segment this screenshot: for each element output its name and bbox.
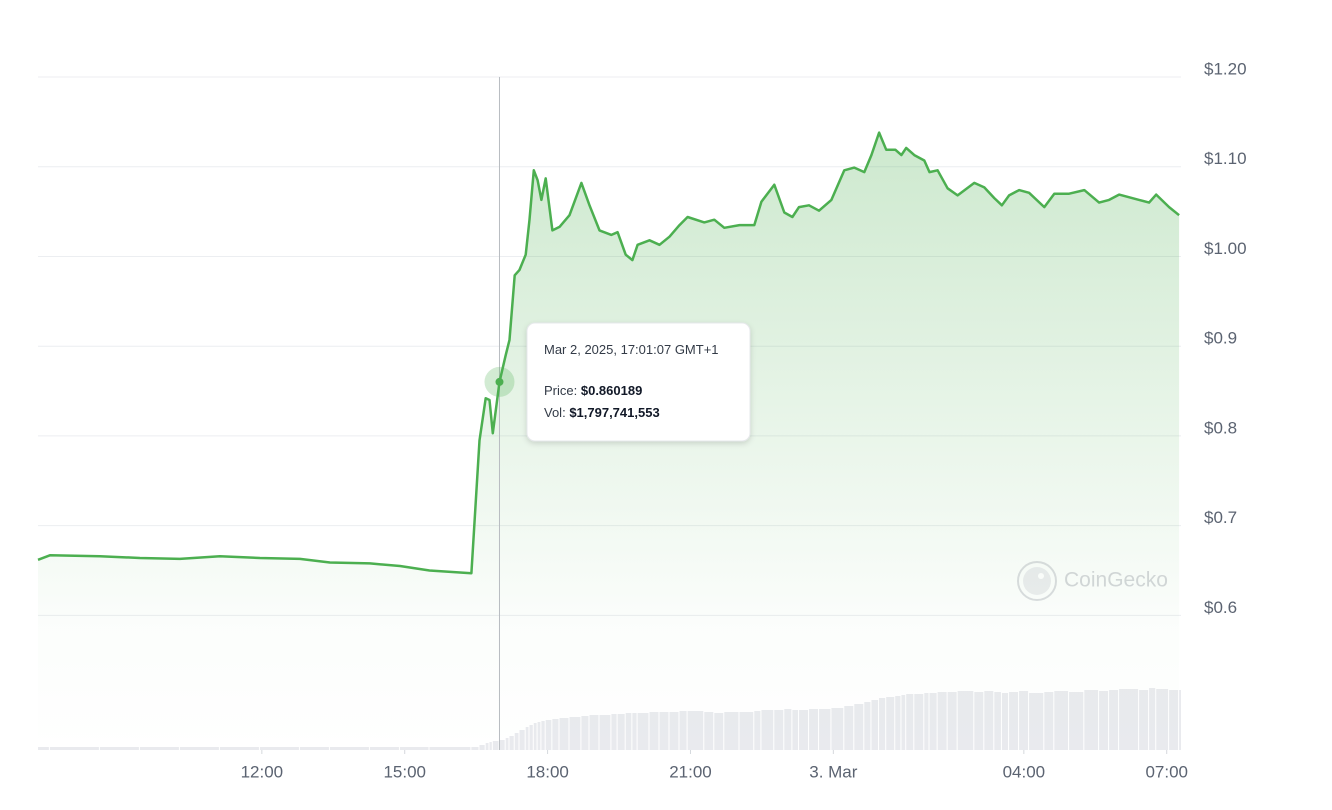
y-tick-label: $1.00 — [1204, 239, 1247, 258]
price-line — [37, 131, 1180, 575]
x-tick-label: 04:00 — [1003, 762, 1046, 781]
y-tick-label: $0.6 — [1204, 598, 1237, 617]
tooltip-price-label: Price: — [544, 383, 577, 398]
tooltip-price-value: $0.860189 — [581, 383, 642, 398]
x-tick-label: 18:00 — [526, 762, 569, 781]
x-tick-label: 12:00 — [241, 762, 284, 781]
tooltip-price: Price: $0.860189 — [544, 383, 642, 398]
y-tick-label: $1.20 — [1204, 59, 1247, 78]
y-tick-label: $1.10 — [1204, 149, 1247, 168]
tooltip-box — [526, 322, 751, 442]
axes: $1.20 $1.10 $1.00 $0.9 $0.8 $0.7 $0.6 12:00 15:0… — [241, 59, 1247, 781]
y-tick-label: $0.7 — [1204, 508, 1237, 527]
watermark: CoinGecko — [1017, 561, 1168, 601]
price-line — [37, 77, 1180, 750]
y-tick-label: $0.8 — [1204, 418, 1237, 437]
y-tick-label: $0.9 — [1204, 329, 1237, 348]
volume-bar — [1179, 690, 1181, 750]
tooltip-vol-value: $1,797,741,553 — [569, 405, 659, 420]
x-tick-label: 15:00 — [383, 762, 426, 781]
x-tick-label: 3. Mar — [809, 762, 858, 781]
tooltip-date: Mar 2, 2025, 17:01:07 GMT+1 — [544, 342, 719, 357]
watermark-logo-eye — [1038, 573, 1044, 579]
x-tick-label: 21:00 — [669, 762, 712, 781]
tooltip-volume: Vol: $1,797,741,553 — [544, 405, 660, 420]
x-tick-label: 07:00 — [1145, 762, 1188, 781]
watermark-text: CoinGecko — [1064, 569, 1168, 592]
hover-point — [495, 377, 504, 386]
tooltip-vol-label: Vol: — [544, 405, 566, 420]
watermark-logo-inner — [1023, 567, 1051, 595]
watermark-logo — [1017, 561, 1057, 601]
tooltip: Mar 2, 2025, 17:01:07 GMT+1 Price: $0.86… — [526, 322, 751, 442]
